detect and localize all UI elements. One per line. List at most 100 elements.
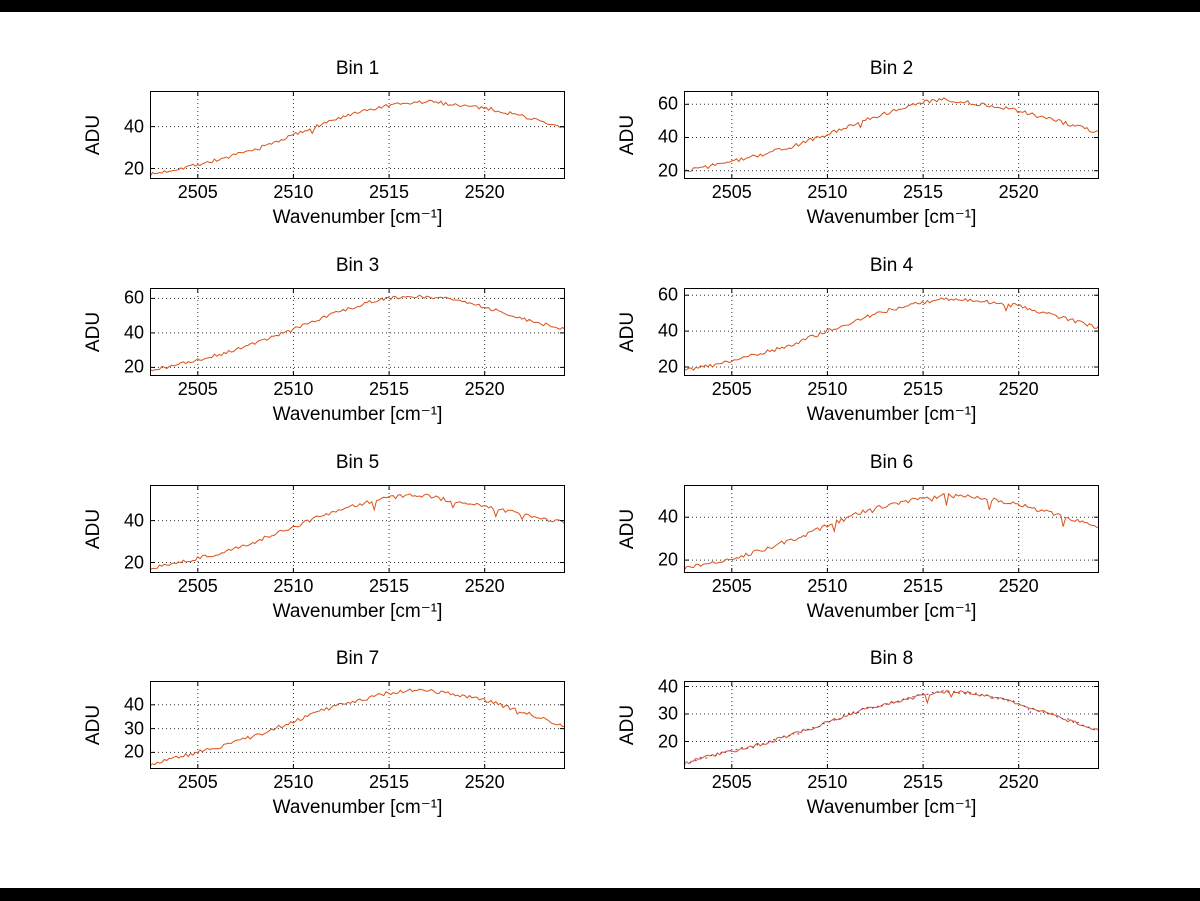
subplot-title: Bin 6 xyxy=(869,452,914,473)
y-axis-label-text: ADU xyxy=(83,704,104,746)
x-tick-label: 2515 xyxy=(903,772,944,792)
x-axis-label: Wavenumber [cm⁻¹] xyxy=(806,207,977,228)
subplot-bin-2: Bin 2 ADU 20 40 60 2505 2510 2515 2520 Wavenu… xyxy=(617,58,1127,253)
y-tick-labels: 20 30 40 xyxy=(104,681,146,769)
x-axis-label: Wavenumber [cm⁻¹] xyxy=(806,601,977,622)
y-tick-labels: 20 40 xyxy=(104,91,146,179)
x-tick-label: 2520 xyxy=(998,182,1039,202)
x-tick-label: 2520 xyxy=(464,379,505,399)
bottom-black-bar xyxy=(0,888,1200,901)
plot-area xyxy=(150,485,565,573)
y-axis-label: ADU xyxy=(616,91,640,179)
x-tick-label: 2505 xyxy=(177,576,218,596)
plot-area xyxy=(150,288,565,376)
x-tick-label: 2505 xyxy=(177,772,218,792)
x-axis-label: Wavenumber [cm⁻¹] xyxy=(272,797,443,818)
x-tick-label: 2515 xyxy=(369,379,410,399)
subplot-bin-4: Bin 4 ADU 20 40 60 2505 2510 2515 2520 Wavenu… xyxy=(617,255,1127,450)
y-axis-label-text: ADU xyxy=(617,114,638,156)
y-tick-label: 60 xyxy=(123,287,144,308)
y-axis-label: ADU xyxy=(616,288,640,376)
subplot-title: Bin 8 xyxy=(869,648,914,669)
x-tick-label: 2510 xyxy=(273,576,314,596)
y-tick-labels: 20 40 xyxy=(104,485,146,573)
x-tick-label: 2505 xyxy=(711,576,752,596)
x-axis-label: Wavenumber [cm⁻¹] xyxy=(272,404,443,425)
x-tick-label: 2515 xyxy=(369,182,410,202)
plot-area xyxy=(684,485,1099,573)
subplot-title: Bin 4 xyxy=(869,255,914,276)
y-tick-labels: 20 40 60 xyxy=(104,287,146,377)
y-tick-label: 60 xyxy=(657,93,678,114)
x-tick-labels: 2505 2510 2515 2520 xyxy=(150,182,565,204)
plot-area xyxy=(684,681,1099,769)
x-axis-label: Wavenumber [cm⁻¹] xyxy=(806,797,977,818)
y-tick-labels: 20 40 xyxy=(638,485,680,573)
y-tick-label: 40 xyxy=(123,694,144,715)
subplot-title: Bin 3 xyxy=(335,255,380,276)
y-axis-label-text: ADU xyxy=(617,704,638,746)
x-tick-labels: 2505 2510 2515 2520 xyxy=(150,576,565,598)
x-tick-label: 2520 xyxy=(464,576,505,596)
y-tick-label: 20 xyxy=(123,741,144,762)
x-tick-labels: 2505 2510 2515 2520 xyxy=(684,379,1099,401)
x-tick-label: 2505 xyxy=(711,379,752,399)
x-tick-label: 2520 xyxy=(464,772,505,792)
x-tick-labels: 2505 2510 2515 2520 xyxy=(684,576,1099,598)
y-tick-label: 40 xyxy=(657,126,678,147)
y-tick-label: 60 xyxy=(657,284,678,305)
y-tick-label: 20 xyxy=(123,158,144,179)
x-tick-label: 2510 xyxy=(273,379,314,399)
subplot-bin-7: Bin 7 ADU 20 30 40 2505 2510 2515 2520 Wavenu… xyxy=(83,648,593,843)
y-tick-label: 20 xyxy=(123,552,144,573)
plot-area xyxy=(684,91,1099,179)
x-tick-label: 2505 xyxy=(711,182,752,202)
subplot-bin-8: Bin 8 ADU 20 30 40 2505 2510 2515 2520 Wavenu… xyxy=(617,648,1127,843)
x-tick-labels: 2505 2510 2515 2520 xyxy=(150,379,565,401)
y-axis-label-text: ADU xyxy=(617,311,638,353)
subplot-title: Bin 5 xyxy=(335,452,380,473)
subplot-bin-3: Bin 3 ADU 20 40 60 2505 2510 2515 2520 Wavenu… xyxy=(83,255,593,450)
subplot-bin-6: Bin 6 ADU 20 40 2505 2510 2515 2520 Wavenumb… xyxy=(617,452,1127,647)
x-tick-label: 2515 xyxy=(369,576,410,596)
y-tick-label: 40 xyxy=(657,506,678,527)
y-tick-label: 40 xyxy=(123,510,144,531)
y-tick-labels: 20 40 60 xyxy=(638,284,680,377)
subplot-title: Bin 1 xyxy=(335,58,380,79)
x-tick-label: 2510 xyxy=(807,576,848,596)
x-tick-label: 2505 xyxy=(177,379,218,399)
y-tick-labels: 20 30 40 xyxy=(638,676,680,769)
y-axis-label: ADU xyxy=(82,91,106,179)
y-axis-label: ADU xyxy=(82,681,106,769)
x-tick-label: 2520 xyxy=(998,576,1039,596)
x-tick-label: 2520 xyxy=(998,772,1039,792)
y-axis-label-text: ADU xyxy=(83,508,104,550)
y-tick-labels: 20 40 60 xyxy=(638,91,680,181)
y-axis-label: ADU xyxy=(616,485,640,573)
x-tick-labels: 2505 2510 2515 2520 xyxy=(684,182,1099,204)
y-axis-label: ADU xyxy=(616,681,640,769)
y-tick-label: 30 xyxy=(657,703,678,724)
plot-area xyxy=(150,681,565,769)
top-black-bar xyxy=(0,0,1200,12)
x-axis-label: Wavenumber [cm⁻¹] xyxy=(272,601,443,622)
x-tick-label: 2515 xyxy=(903,576,944,596)
x-tick-label: 2510 xyxy=(807,772,848,792)
y-tick-label: 40 xyxy=(657,676,678,696)
x-axis-label: Wavenumber [cm⁻¹] xyxy=(272,207,443,228)
plot-area xyxy=(684,288,1099,376)
x-tick-labels: 2505 2510 2515 2520 xyxy=(684,772,1099,794)
plot-area xyxy=(150,91,565,179)
y-tick-label: 30 xyxy=(123,718,144,739)
y-tick-label: 20 xyxy=(657,549,678,570)
x-tick-label: 2515 xyxy=(903,182,944,202)
x-tick-labels: 2505 2510 2515 2520 xyxy=(150,772,565,794)
subplot-title: Bin 2 xyxy=(869,58,914,79)
x-tick-label: 2505 xyxy=(711,772,752,792)
x-tick-label: 2515 xyxy=(903,379,944,399)
y-tick-label: 20 xyxy=(123,356,144,377)
y-tick-label: 20 xyxy=(657,160,678,181)
y-tick-label: 40 xyxy=(657,320,678,341)
x-tick-label: 2510 xyxy=(807,379,848,399)
